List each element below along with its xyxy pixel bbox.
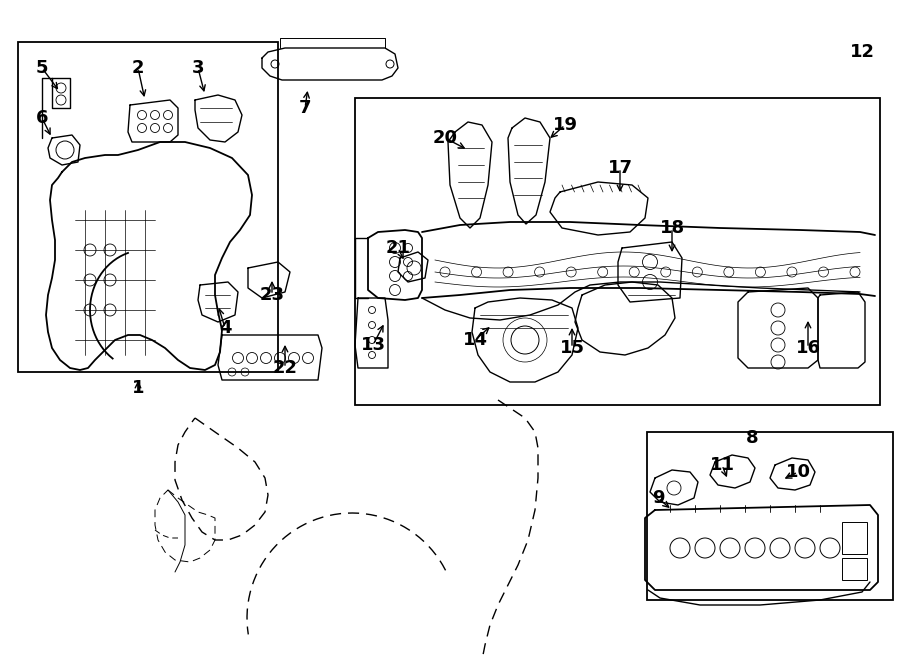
Text: 8: 8 [746,429,759,447]
Text: 19: 19 [553,116,578,134]
Text: 5: 5 [36,59,49,77]
Text: 12: 12 [850,43,875,61]
Text: 9: 9 [652,489,664,507]
Text: 1: 1 [131,379,144,397]
Bar [842,522,867,554]
Text: 13: 13 [361,336,385,354]
Text: 14: 14 [463,331,488,349]
Text: 22: 22 [273,359,298,377]
Text: 2: 2 [131,59,144,77]
Text: 3: 3 [192,59,204,77]
Bar [355,98,880,405]
Bar [842,558,867,580]
Bar [647,432,893,600]
Text: 10: 10 [786,463,811,481]
Bar [18,42,278,372]
Text: 18: 18 [660,219,685,237]
Text: 23: 23 [259,286,284,304]
Text: 11: 11 [709,456,734,474]
Text: 7: 7 [299,99,311,117]
Text: 16: 16 [796,339,821,357]
Text: 20: 20 [433,129,457,147]
Text: 21: 21 [385,239,410,257]
Text: 6: 6 [36,109,49,127]
Text: 4: 4 [219,319,231,337]
Text: 17: 17 [608,159,633,177]
Text: 15: 15 [560,339,584,357]
